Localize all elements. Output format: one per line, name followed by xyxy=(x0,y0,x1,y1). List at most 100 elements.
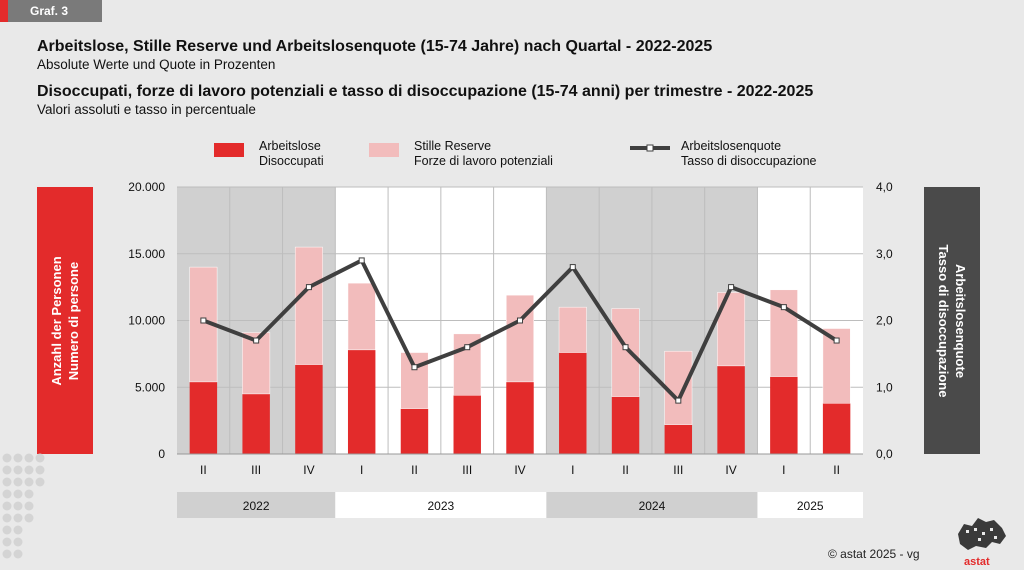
bar-unemployed xyxy=(506,381,534,454)
decor-dot xyxy=(35,453,45,463)
decor-dot xyxy=(13,477,23,487)
subtitle-german: Absolute Werte und Quote in Prozenten xyxy=(37,57,276,72)
decor-dot xyxy=(24,453,34,463)
legend-label-rate: Arbeitslosenquote Tasso di disoccupazione xyxy=(681,139,817,168)
bar-reserve xyxy=(347,282,376,351)
quarter-tick-label: IV xyxy=(514,463,525,477)
legend-label-reserve: Stille Reserve Forze di lavoro potenziali xyxy=(414,139,553,168)
rate-marker xyxy=(358,257,365,264)
decor-dot xyxy=(2,549,12,559)
quarter-tick-label: II xyxy=(833,463,840,477)
rate-marker xyxy=(833,337,840,344)
decor-dot xyxy=(24,489,34,499)
bar-unemployed xyxy=(822,403,851,454)
quarter-tick-label: IV xyxy=(303,463,314,477)
bar-unemployed xyxy=(347,349,376,454)
year-label: 2023 xyxy=(427,499,454,513)
bar-unemployed xyxy=(717,365,745,454)
right-axis-label-panel: Arbeitslosenquote Tasso di disoccupazione xyxy=(924,187,980,454)
bar-unemployed xyxy=(295,364,323,454)
astat-logo-icon xyxy=(958,518,1006,550)
bar-reserve xyxy=(611,308,640,397)
decorative-dot-pattern xyxy=(2,453,45,559)
legend-line-rate xyxy=(630,144,670,152)
left-axis-tick-label: 5.000 xyxy=(135,380,165,394)
right-axis-tick-label: 4,0 xyxy=(876,180,893,194)
left-axis-label-panel: Anzahl der Personen Numero di persone xyxy=(37,187,93,454)
left-axis-tick-label: 15.000 xyxy=(128,247,165,261)
decor-dot xyxy=(2,501,12,511)
year-label: 2022 xyxy=(243,499,270,513)
decor-dot xyxy=(13,537,23,547)
decor-dot xyxy=(2,525,12,535)
decor-dot xyxy=(24,465,34,475)
quarter-tick-label: I xyxy=(360,463,363,477)
bar-reserve xyxy=(558,306,587,353)
decor-dot xyxy=(13,501,23,511)
decor-dot xyxy=(35,465,45,475)
quarter-tick-label: II xyxy=(622,463,629,477)
quarter-tick-label: III xyxy=(462,463,472,477)
astat-logo-text: astat xyxy=(964,556,990,568)
legend-swatch-reserve xyxy=(369,143,399,157)
rate-marker xyxy=(517,317,523,324)
decor-dot xyxy=(24,477,34,487)
left-axis-tick-label: 20.000 xyxy=(128,180,165,194)
decor-dot xyxy=(2,537,12,547)
copyright-footer: © astat 2025 - vg xyxy=(828,547,920,561)
quarter-tick-label: IV xyxy=(725,463,736,477)
rate-marker xyxy=(569,264,576,271)
bar-unemployed xyxy=(559,352,587,454)
quarter-tick-label: III xyxy=(251,463,261,477)
bar-unemployed xyxy=(770,376,798,454)
year-band-2025 xyxy=(757,492,863,518)
bar-unemployed xyxy=(400,408,429,454)
rate-marker xyxy=(200,317,207,324)
title-german: Arbeitslose, Stille Reserve und Arbeitsl… xyxy=(37,38,713,55)
decor-dot xyxy=(13,465,23,475)
decor-dot xyxy=(13,513,23,523)
rate-marker xyxy=(305,284,312,291)
legend-label-unemployed: Arbeitslose Disoccupati xyxy=(259,139,324,168)
decor-dot xyxy=(35,477,45,487)
year-band-2024 xyxy=(546,492,758,518)
legend-swatch-unemployed xyxy=(214,143,244,157)
decor-dot xyxy=(2,477,12,487)
decor-dot xyxy=(13,525,23,535)
left-axis-tick-label: 10.000 xyxy=(128,314,165,328)
quarter-tick-label: II xyxy=(411,463,418,477)
right-axis-tick-label: 3,0 xyxy=(876,247,893,261)
decor-dot xyxy=(24,501,34,511)
decor-dot xyxy=(2,453,12,463)
quarter-tick-label: II xyxy=(200,463,207,477)
rate-marker xyxy=(728,284,735,291)
bar-unemployed xyxy=(242,393,270,454)
rate-marker xyxy=(675,397,682,404)
bar-unemployed xyxy=(453,395,481,454)
bar-unemployed xyxy=(664,424,693,454)
left-axis-tick-label: 0 xyxy=(158,447,165,461)
rate-marker xyxy=(464,344,471,351)
title-italian: Disoccupati, forze di lavoro potenziali … xyxy=(37,83,814,100)
right-axis-tick-label: 2,0 xyxy=(876,314,893,328)
year-label: 2025 xyxy=(797,499,824,513)
rate-marker xyxy=(253,337,260,344)
badge-accent xyxy=(0,0,8,22)
rate-marker xyxy=(780,304,787,311)
year-band-2022 xyxy=(177,492,336,518)
right-axis-tick-label: 1,0 xyxy=(876,380,893,394)
year-label: 2024 xyxy=(639,499,666,513)
right-axis-tick-label: 0,0 xyxy=(876,447,893,461)
decor-dot xyxy=(2,513,12,523)
decor-dot xyxy=(2,465,12,475)
bar-reserve xyxy=(294,246,323,365)
chart-number-badge: Graf. 3 xyxy=(0,0,102,22)
decor-dot xyxy=(24,513,34,523)
quarter-tick-label: III xyxy=(673,463,683,477)
decor-dot xyxy=(2,489,12,499)
quarter-tick-label: I xyxy=(782,463,785,477)
quarter-tick-label: I xyxy=(571,463,574,477)
year-band-2023 xyxy=(335,492,547,518)
bar-unemployed xyxy=(611,396,640,454)
